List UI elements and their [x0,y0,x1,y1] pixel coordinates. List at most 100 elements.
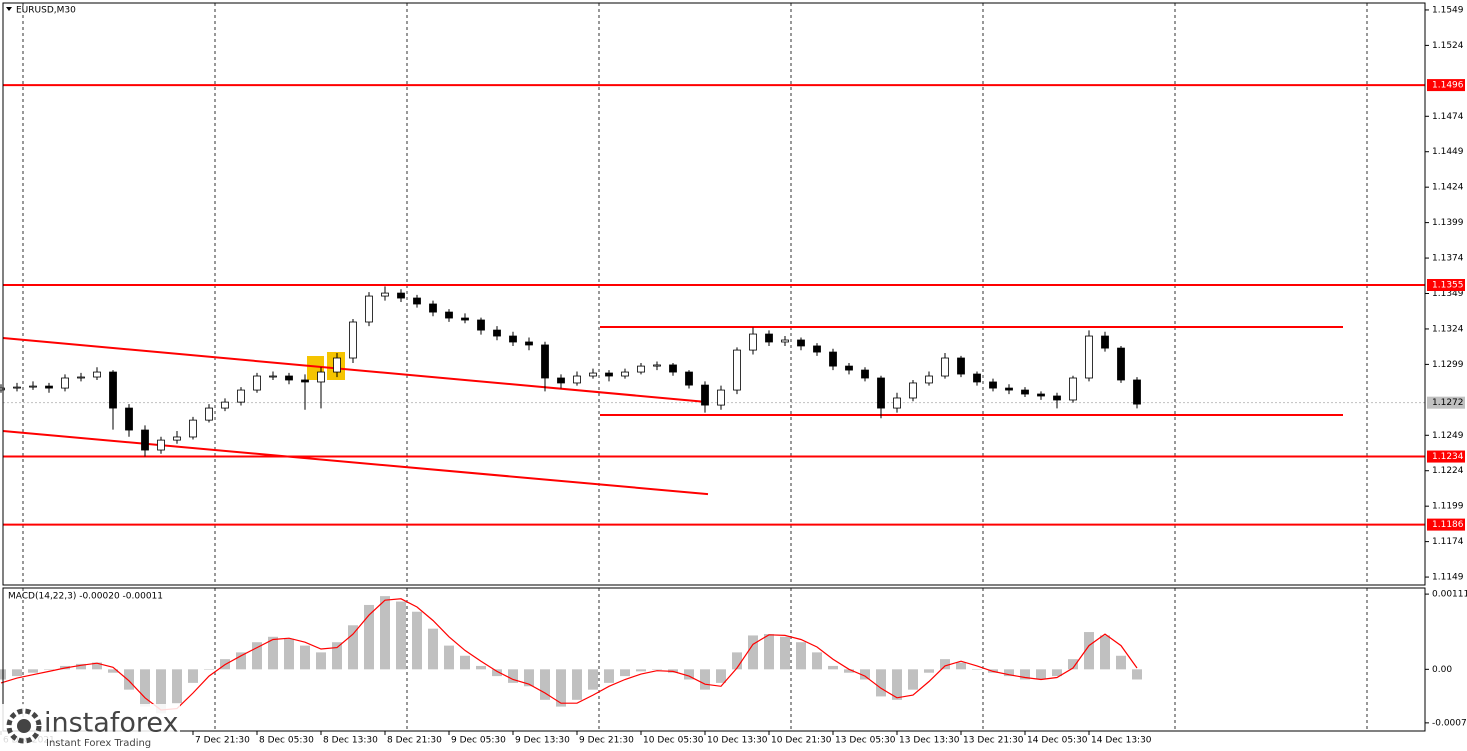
histogram-bar [524,669,534,687]
histogram-bar [428,628,438,670]
candle-body [333,357,341,373]
candle-body [173,436,181,441]
histogram-bar [268,636,278,670]
level-label: 1.1355 [1432,280,1464,290]
histogram-bar [620,669,630,677]
candle-body [365,295,373,323]
histogram-bar [124,669,134,690]
x-tick-label: 9 Dec 05:30 [451,736,506,746]
candle-body [621,371,629,377]
trend-line [2,337,709,404]
histogram-bar [140,669,150,707]
histogram-bar [716,669,726,683]
candle-body [413,297,421,305]
candle-body [829,351,837,367]
menu-arrow [6,7,12,11]
candle-body [573,375,581,384]
watermark: instaforex Instant Forex Trading [0,704,180,751]
candle-body [93,371,101,378]
candle-body [1085,335,1093,379]
candle-body [477,319,485,331]
candle-body [797,339,805,347]
candle-body [301,379,309,383]
candle-body [77,376,85,379]
histogram-bar [828,665,838,670]
histogram-bar [796,642,806,670]
histogram-bar [588,669,598,690]
candle-body [765,333,773,343]
histogram-bar [76,663,86,670]
histogram-bar [924,669,934,673]
candle-body [1053,395,1061,401]
level-label: 1.1496 [1432,81,1464,91]
candle-body [461,317,469,321]
current-price-label: 1.1272 [1432,398,1464,408]
histogram-bar [236,652,246,670]
histogram-bar [956,662,966,670]
histogram-bar [860,669,870,680]
histogram-bar [156,669,166,714]
histogram-bar [284,638,294,670]
y-tick-label: 1.1224 [1432,466,1464,476]
candle-body [61,377,69,389]
histogram-bar [556,669,566,707]
histogram-bar [444,645,454,670]
macd-panel-border [2,587,1426,732]
histogram-bar [652,669,662,670]
candle-body [749,333,757,351]
histogram-bar [748,635,758,670]
candle-body [205,407,213,421]
x-tick-label: 8 Dec 13:30 [323,736,378,746]
histogram-bar [780,636,790,670]
x-tick-label: 9 Dec 21:30 [579,736,634,746]
histogram-bar [252,642,262,670]
x-tick-label: 14 Dec 13:30 [1091,736,1152,746]
histogram-bar [1068,659,1078,670]
x-tick-label: 8 Dec 21:30 [387,736,442,746]
y-tick-label: 1.1549 [1432,5,1464,15]
candle-body [525,341,533,346]
candle-body [845,365,853,371]
main-panel-border [2,2,1426,586]
tagline: Instant Forex Trading [46,738,151,749]
histogram-bar [332,642,342,670]
candle-body [45,385,53,389]
candle-body [925,375,933,384]
candle-body [701,384,709,406]
candle-body [397,292,405,299]
candle-body [109,371,117,409]
y-tick-label: 1.1374 [1432,254,1464,264]
y-tick-label: 1.1449 [1432,147,1464,157]
histogram-bar [492,669,502,677]
macd-title: MACD(14,22,3) -0.00020 -0.00011 [8,592,163,602]
histogram-bar [940,659,950,670]
candle-body [29,385,37,388]
candle-body [237,389,245,403]
candle-body [733,349,741,391]
candle-body [157,439,165,451]
histogram-bar [204,669,214,670]
candle-body [557,377,565,384]
histogram-bar [396,601,406,670]
histogram-bar [540,669,550,700]
y-tick-label: 1.1249 [1432,431,1464,441]
symbol-title: EURUSD,M30 [16,6,76,16]
candle-body [605,372,613,377]
candle-body [973,373,981,383]
candle-body [509,335,517,343]
candle-body [269,375,277,378]
candle-body [1117,347,1125,381]
histogram-bar [92,662,102,670]
y-tick-label: -0.00079 [1432,718,1467,728]
level-label-bg [1427,450,1465,463]
level-label-bg [1427,79,1465,92]
candle-body [989,381,997,389]
candle-body [541,344,549,379]
y-tick-label: 1.1299 [1432,360,1464,370]
candle-body [941,357,949,377]
x-tick-label: 8 Dec 05:30 [259,736,314,746]
candle-body [1021,389,1029,395]
histogram-bar [908,669,918,690]
histogram-bar [172,669,182,704]
histogram-bar [380,596,390,670]
